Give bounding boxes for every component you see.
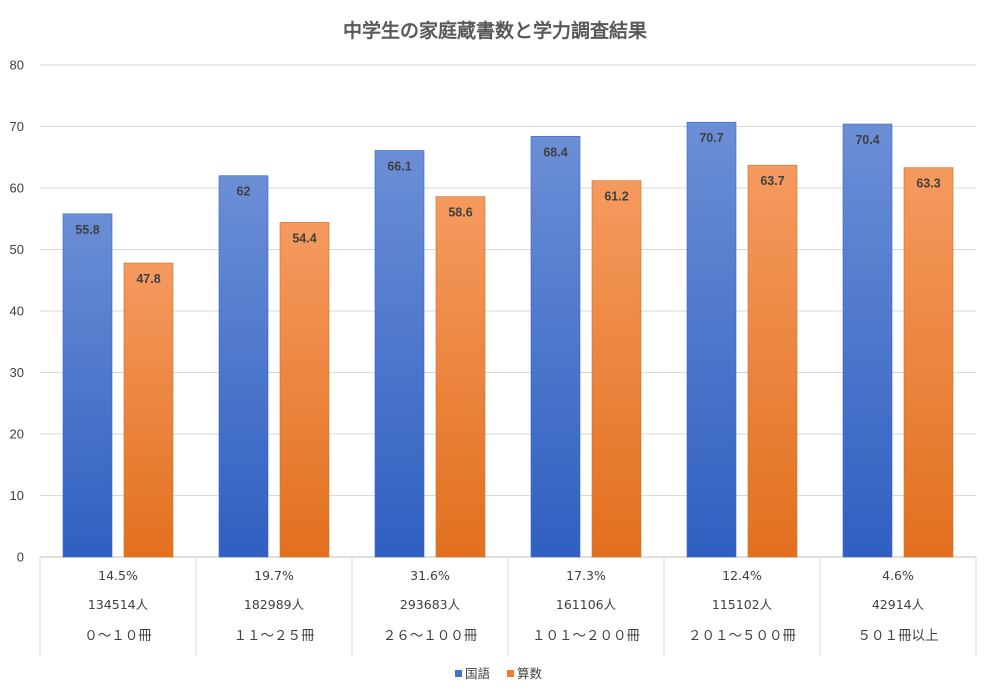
bar-kokugo <box>62 213 113 558</box>
y-tick-label: 20 <box>10 427 24 442</box>
percent-label: 17.3% <box>566 568 606 583</box>
bar-kokugo <box>374 150 425 558</box>
data-label: 55.8 <box>75 223 99 237</box>
bar-sansu <box>747 164 798 558</box>
category-label: １１～２５冊 <box>234 628 315 644</box>
bar-sansu <box>123 262 174 558</box>
y-tick-label: 30 <box>10 365 24 380</box>
data-label: 62 <box>237 185 251 199</box>
legend-swatch <box>455 670 462 677</box>
y-tick-label: 40 <box>10 304 24 319</box>
bars: 55.8 47.8 62 54.4 66.1 58.6 68.4 61.2 70.7 63.7 70… <box>62 121 954 558</box>
data-label: 63.3 <box>916 177 940 191</box>
y-tick-label: 0 <box>17 550 24 565</box>
category-label: １０１～２００冊 <box>532 628 640 644</box>
count-label: 293683人 <box>400 597 461 612</box>
category-label: ０～１０冊 <box>84 628 152 644</box>
percent-label: 31.6% <box>410 568 450 583</box>
category-table: 14.5% 134514人 ０～１０冊 19.7% 182989人 １１～２５冊 31.6%… <box>39 557 977 655</box>
percent-label: 14.5% <box>98 568 138 583</box>
y-tick-label: 60 <box>10 181 24 196</box>
data-label: 70.4 <box>855 133 879 147</box>
chart-title: 中学生の家庭蔵書数と学力調査結果 <box>343 19 647 42</box>
y-tick-label: 80 <box>10 58 24 73</box>
count-label: 161106人 <box>556 597 617 612</box>
count-label: 134514人 <box>88 597 149 612</box>
y-tick-label: 50 <box>10 242 24 257</box>
legend-label: 算数 <box>517 666 543 681</box>
bar-kokugo <box>842 123 893 558</box>
legend-swatch <box>507 670 514 677</box>
category-label: ２６～１００冊 <box>383 628 478 644</box>
bar-kokugo <box>686 121 737 558</box>
bar-kokugo <box>218 175 269 558</box>
count-label: 115102人 <box>712 597 773 612</box>
data-label: 68.4 <box>543 145 567 159</box>
y-tick-label: 10 <box>10 488 24 503</box>
gridlines <box>40 64 976 558</box>
data-label: 54.4 <box>292 231 316 245</box>
data-label: 47.8 <box>136 272 160 286</box>
percent-label: 4.6% <box>882 568 914 583</box>
bar-kokugo <box>530 136 581 558</box>
count-label: 42914人 <box>872 597 925 612</box>
bar-sansu <box>903 167 954 558</box>
count-label: 182989人 <box>244 597 305 612</box>
data-label: 66.1 <box>387 159 411 173</box>
data-label: 58.6 <box>448 206 472 220</box>
bar-sansu <box>435 196 486 558</box>
y-axis: 0 10 20 30 40 50 60 70 80 <box>10 58 24 565</box>
data-label: 63.7 <box>760 174 784 188</box>
percent-label: 12.4% <box>722 568 762 583</box>
data-label: 61.2 <box>604 190 628 204</box>
category-label: ２０１～５００冊 <box>688 628 796 644</box>
legend-label: 国語 <box>465 666 491 681</box>
category-label: ５０１冊以上 <box>858 628 939 644</box>
data-label: 70.7 <box>699 131 723 145</box>
bar-sansu <box>591 180 642 558</box>
bar-sansu <box>279 222 330 558</box>
percent-label: 19.7% <box>254 568 294 583</box>
y-tick-label: 70 <box>10 119 24 134</box>
legend: 国語 算数 <box>455 666 543 681</box>
